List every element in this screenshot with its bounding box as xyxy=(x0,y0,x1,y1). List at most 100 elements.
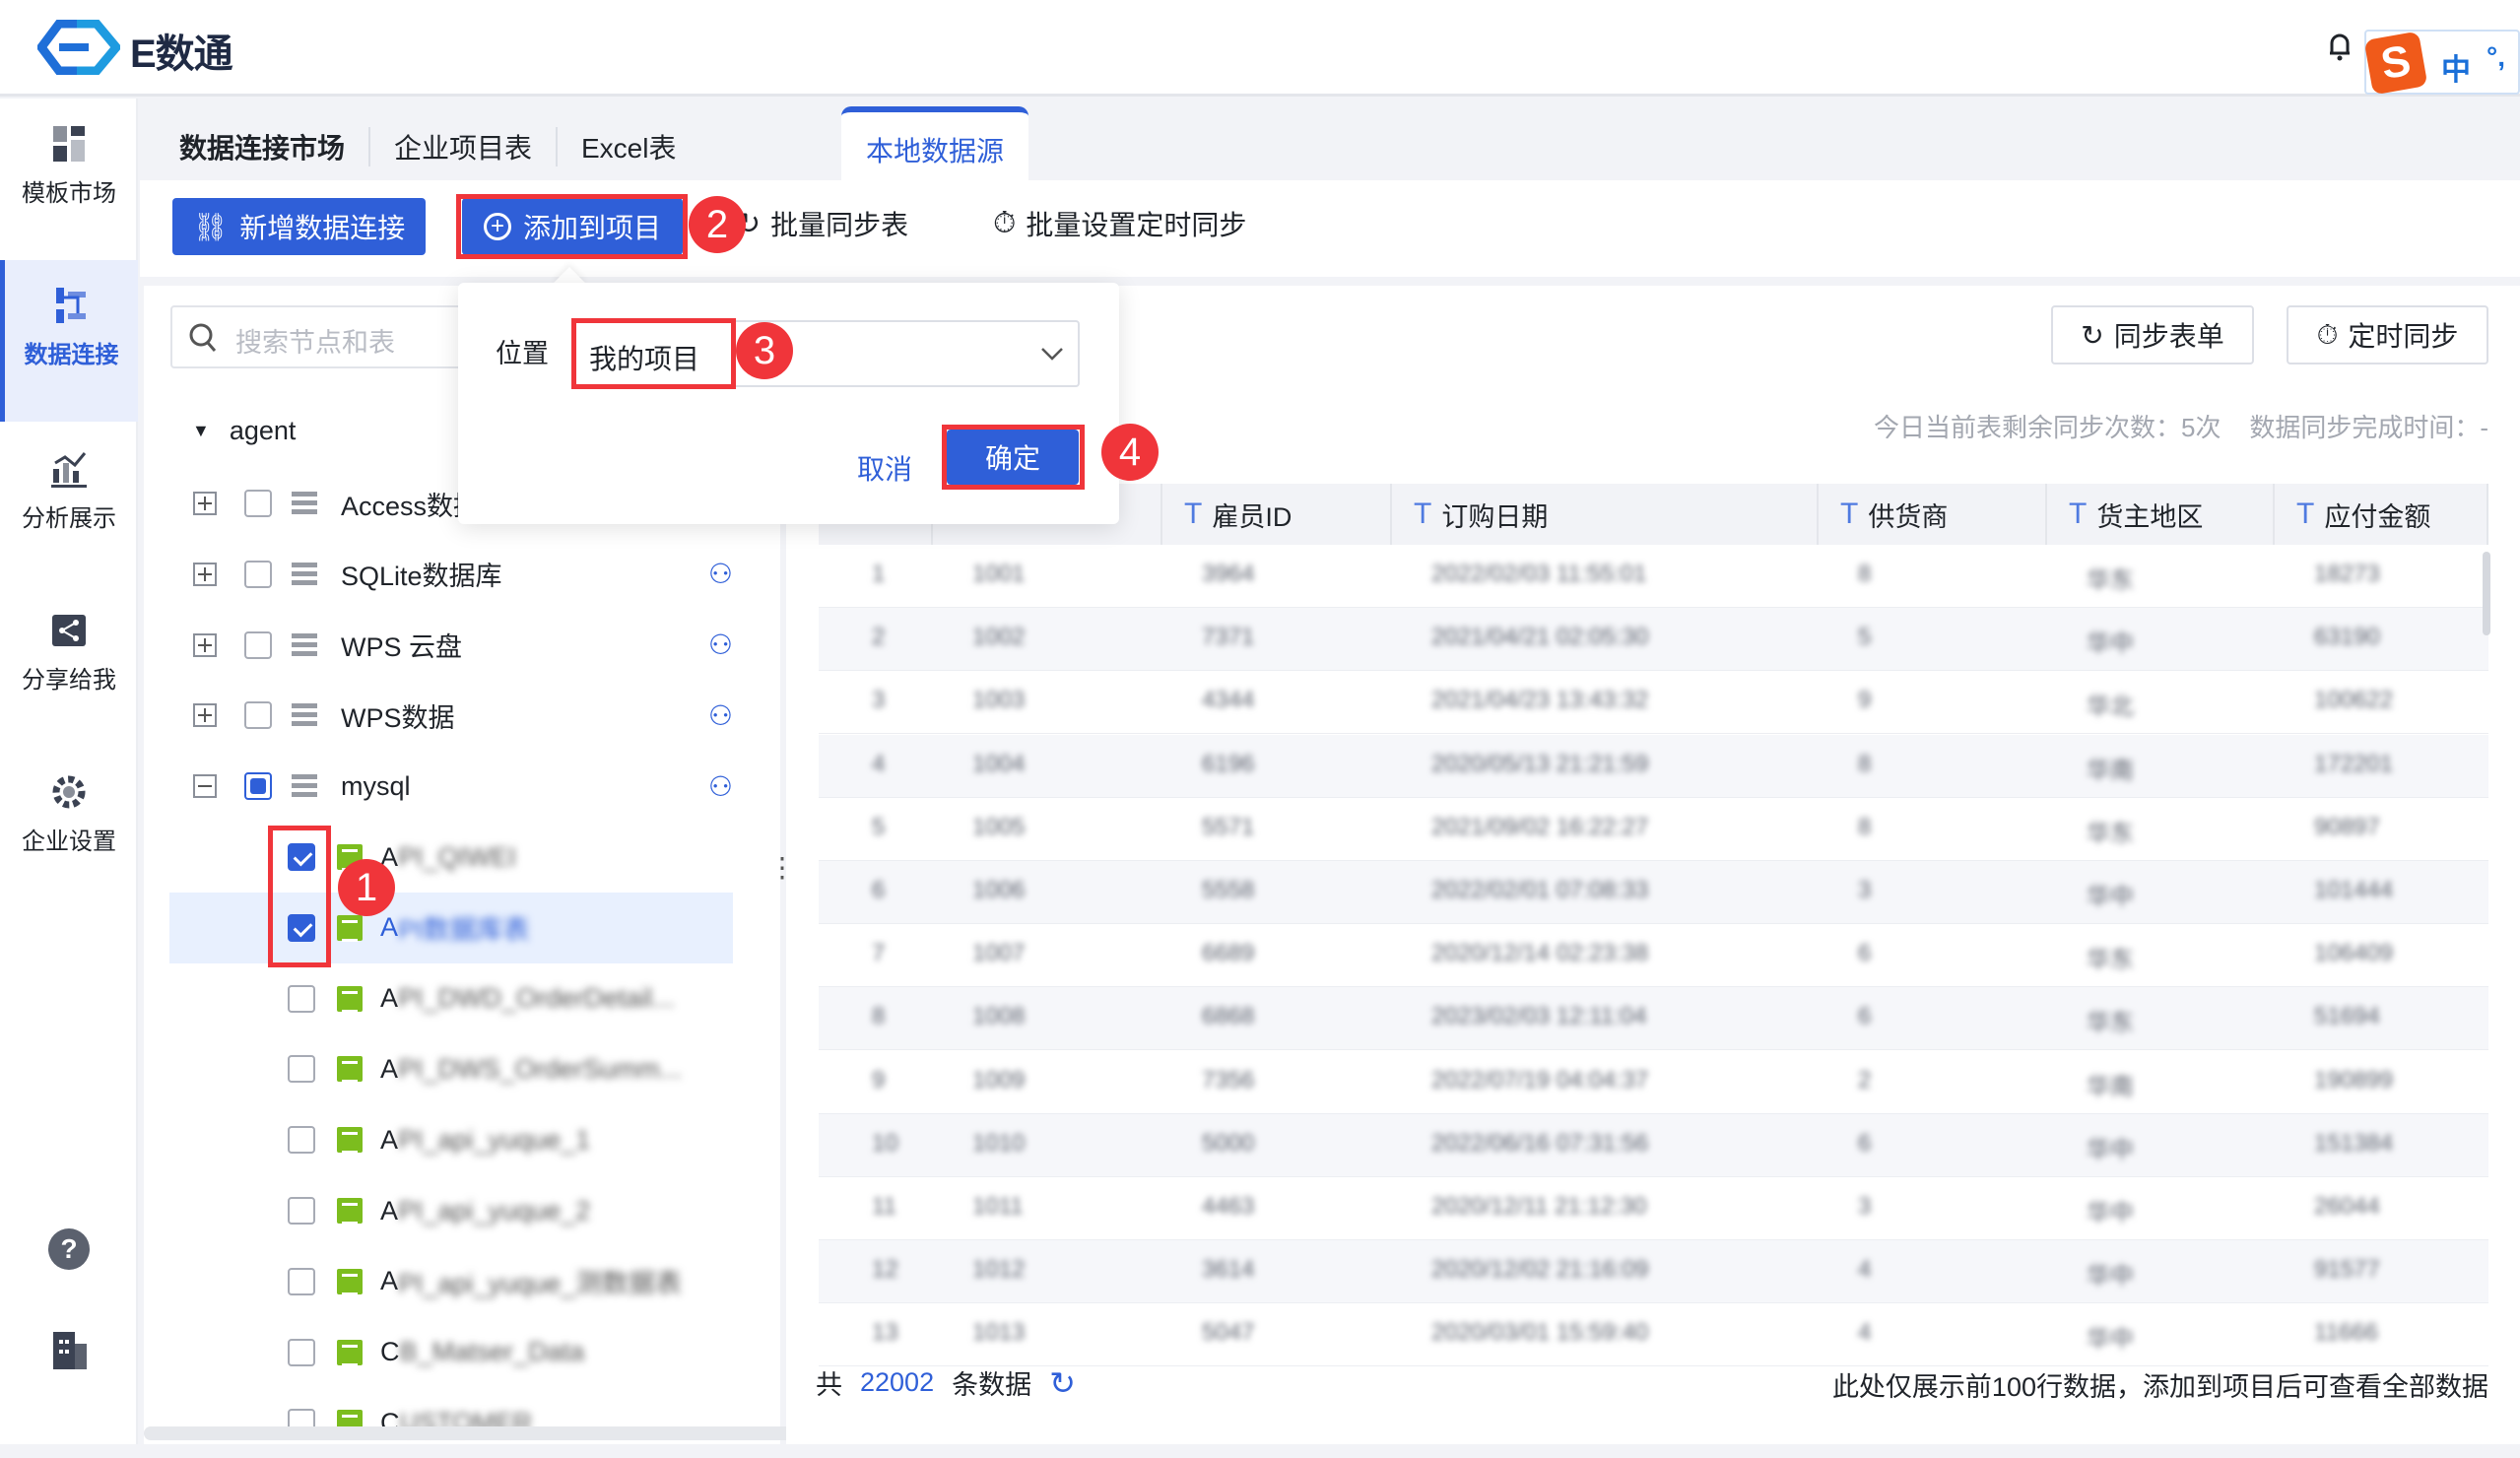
table-row[interactable]: 2 1002 7371 2021/04/21 02:05:30 5 华中 63190 xyxy=(819,608,2488,672)
row-count-suffix: 条数据 xyxy=(952,1370,1032,1400)
help-icon[interactable]: ? xyxy=(47,1227,91,1271)
tree-node-label-rest: PI_DWS_OrderSumm... xyxy=(398,1053,683,1084)
tree-node-source[interactable]: WPS数据 ⚇ xyxy=(169,680,733,751)
cancel-button[interactable]: 取消 xyxy=(857,454,913,485)
text-type-icon: T xyxy=(1184,497,1203,530)
expand-icon[interactable] xyxy=(193,562,217,586)
table-row[interactable]: 4 1004 6196 2020/05/13 21:21:59 8 华南 172201 xyxy=(819,734,2488,798)
bell-icon[interactable] xyxy=(2327,32,2353,61)
table-row[interactable]: 6 1006 5558 2022/02/01 07:08:33 3 华中 101444 xyxy=(819,861,2488,924)
tree-node-source[interactable]: WPS 云盘 ⚇ xyxy=(169,610,733,681)
tree-node-table[interactable]: A PI_DWS_OrderSumm... xyxy=(169,1033,733,1104)
table-row[interactable]: 12 1012 3614 2020/12/02 21:16:09 4 华中 91577 xyxy=(819,1240,2488,1304)
batch-sync-button[interactable]: ↻ 批量同步表 xyxy=(736,204,908,243)
tree-checkbox[interactable] xyxy=(244,490,272,517)
expand-icon[interactable] xyxy=(193,703,217,728)
table-row[interactable]: 13 1013 5047 2020/03/01 15:59:40 4 华中 11666 xyxy=(819,1303,2488,1367)
building-icon[interactable] xyxy=(49,1330,89,1371)
table-row[interactable]: 11 1011 4463 2020/12/11 21:12:30 3 华中 26044 xyxy=(819,1177,2488,1240)
tree-checkbox[interactable] xyxy=(288,984,315,1013)
sidebar-item-template-market[interactable]: 模板市场 xyxy=(0,124,138,208)
add-to-project-button[interactable]: + 添加到项目 xyxy=(462,198,683,255)
collapse-icon[interactable] xyxy=(193,774,217,799)
column-header-label: 应付金额 xyxy=(2324,501,2431,532)
tree-checkbox[interactable] xyxy=(288,1197,315,1225)
ime-mode[interactable]: 中 xyxy=(2441,54,2471,87)
text-type-icon: T xyxy=(2296,497,2315,530)
table-vertical-scrollbar[interactable] xyxy=(2483,552,2490,635)
tree-node-table[interactable]: C USTOMER xyxy=(169,1387,733,1458)
table-icon xyxy=(337,1268,363,1295)
sync-form-button[interactable]: ↻ 同步表单 xyxy=(2051,305,2254,364)
tree-root-agent[interactable]: ▼ agent xyxy=(192,416,296,446)
table-row[interactable]: 5 1005 5571 2021/09/02 16:22:27 8 华东 90897 xyxy=(819,798,2488,861)
tree-node-table[interactable]: A PI_api_yuque_2 xyxy=(169,1175,733,1246)
tab-enterprise-project-table[interactable]: 企业项目表 xyxy=(394,127,559,166)
table-cell: 1007 xyxy=(972,940,1026,967)
tree-node-table[interactable]: A PI_QIWEI xyxy=(169,822,733,893)
table-row[interactable]: 8 1008 6868 2023/02/03 12:11:04 6 华东 51694 xyxy=(819,987,2488,1051)
tab-data-market[interactable]: 数据连接市场 xyxy=(179,127,371,166)
column-header[interactable]: T 订购日期 xyxy=(1392,484,1819,545)
tree-node-table[interactable]: A PI数据库表 xyxy=(169,892,733,963)
tree-node-table[interactable]: A PI_api_yuque_测数据表 xyxy=(169,1246,733,1317)
tree-checkbox[interactable] xyxy=(288,913,315,942)
text-type-icon: T xyxy=(1840,497,1859,530)
tab-local-datasource[interactable]: 本地数据源 xyxy=(841,106,1028,181)
tree-checkbox[interactable] xyxy=(244,701,272,730)
tree-node-table[interactable]: A PI_api_yuque_1 xyxy=(169,1104,733,1175)
confirm-button[interactable]: 确定 xyxy=(947,430,1079,485)
table-cell: 华北 xyxy=(2087,694,2134,721)
search-input[interactable]: 搜索节点和表 xyxy=(170,305,564,368)
tree-checkbox[interactable] xyxy=(288,1126,315,1155)
column-header[interactable]: T 雇员ID xyxy=(1162,484,1392,545)
tree-checkbox[interactable] xyxy=(288,1338,315,1366)
user-permission-icon[interactable]: ⚇ xyxy=(707,559,733,590)
sidebar-item-data-connection[interactable]: 数据连接 xyxy=(0,260,138,422)
batch-schedule-button[interactable]: ⏱ 批量设置定时同步 xyxy=(993,204,1246,243)
tree-node-table[interactable]: C B_Matser_Data xyxy=(169,1317,733,1388)
user-permission-icon[interactable]: ⚇ xyxy=(707,770,733,802)
ime-toolbar[interactable]: S 中 °, xyxy=(2363,30,2520,96)
sidebar-item-share[interactable]: 分享给我 xyxy=(0,611,138,695)
table-row[interactable]: 1 1001 3964 2022/02/03 11:55:01 8 华东 18273 xyxy=(819,545,2488,608)
sidebar-item-enterprise-settings[interactable]: 企业设置 xyxy=(0,772,138,856)
expand-icon[interactable] xyxy=(193,632,217,657)
table-cell: 8 xyxy=(1858,750,1872,777)
ime-punct[interactable]: °, xyxy=(2487,41,2505,72)
column-header[interactable]: T 货主地区 xyxy=(2047,484,2275,545)
tree-node-label-rest: PI数据库表 xyxy=(398,915,530,946)
new-connection-button[interactable]: ⛓ 新增数据连接 xyxy=(172,198,426,255)
table-cell: 4 xyxy=(1858,1319,1872,1347)
tree-checkbox[interactable] xyxy=(244,630,272,659)
table-cell: 2 xyxy=(872,624,886,651)
tree-checkbox[interactable] xyxy=(288,1055,315,1084)
column-header[interactable]: T 应付金额 xyxy=(2275,484,2488,545)
tree-checkbox[interactable] xyxy=(244,560,272,588)
tab-bar: 数据连接市场 企业项目表 Excel表 本地数据源 xyxy=(140,99,2520,181)
tree-node-source[interactable]: Access数据 xyxy=(169,468,733,539)
expand-icon[interactable] xyxy=(193,492,217,515)
sidebar-item-analysis[interactable]: 分析展示 xyxy=(0,449,138,533)
table-row[interactable]: 10 1010 5000 2022/06/16 07:31:56 6 华中 151384 xyxy=(819,1113,2488,1177)
tree-node-table[interactable]: A PI_DWD_OrderDetail... xyxy=(169,963,733,1034)
user-permission-icon[interactable]: ⚇ xyxy=(707,630,733,661)
tree-node-source[interactable]: mysql ⚇ xyxy=(169,751,733,822)
table-cell: 5558 xyxy=(1202,877,1255,903)
tree-checkbox[interactable] xyxy=(244,772,272,801)
tree-checkbox[interactable] xyxy=(288,843,315,871)
table-row[interactable]: 9 1009 7356 2022/07/19 04:04:37 2 华南 190899 xyxy=(819,1051,2488,1114)
schedule-sync-button[interactable]: ⏱ 定时同步 xyxy=(2287,305,2488,364)
tree-node-source[interactable]: SQLite数据库 ⚇ xyxy=(169,539,733,610)
tab-excel[interactable]: Excel表 xyxy=(581,133,677,164)
table-cell: 7356 xyxy=(1202,1066,1255,1094)
tree-checkbox[interactable] xyxy=(288,1267,315,1295)
user-permission-icon[interactable]: ⚇ xyxy=(707,699,733,731)
row-count-prefix: 共 xyxy=(816,1370,842,1400)
table-cell: 2020/12/02 21:16:09 xyxy=(1431,1256,1649,1284)
column-header[interactable]: T 供货商 xyxy=(1819,484,2047,545)
table-row[interactable]: 3 1003 4344 2021/04/23 13:43:32 9 华北 100622 xyxy=(819,671,2488,735)
table-row[interactable]: 7 1007 6689 2020/12/14 02:23:38 6 华东 106409 xyxy=(819,924,2488,988)
table-cell: 1012 xyxy=(972,1256,1026,1284)
refresh-icon[interactable]: ↻ xyxy=(1049,1364,1076,1401)
